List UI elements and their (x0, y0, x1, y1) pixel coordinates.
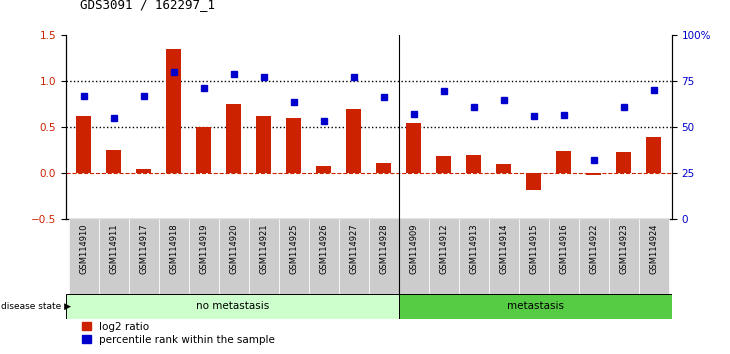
Bar (256, 116, 271, 173)
Text: GSM114911: GSM114911 (110, 223, 118, 274)
Bar (399, 294, 672, 319)
Bar (646, 137, 661, 173)
Bar (196, 127, 211, 173)
FancyBboxPatch shape (219, 219, 249, 297)
FancyBboxPatch shape (518, 219, 549, 297)
FancyBboxPatch shape (579, 219, 609, 297)
Text: GSM114912: GSM114912 (439, 223, 448, 274)
Text: GSM114913: GSM114913 (469, 223, 478, 274)
Bar (346, 109, 361, 173)
Text: GSM114915: GSM114915 (529, 223, 538, 274)
Text: no metastasis: no metastasis (196, 301, 269, 311)
FancyBboxPatch shape (458, 219, 488, 297)
Text: GDS3091 / 162297_1: GDS3091 / 162297_1 (80, 0, 215, 11)
Bar (406, 123, 421, 173)
Text: GSM114922: GSM114922 (589, 223, 598, 274)
Text: GSM114909: GSM114909 (409, 223, 418, 274)
Bar (286, 118, 301, 173)
FancyBboxPatch shape (249, 219, 279, 297)
Bar (496, 164, 511, 173)
Text: GSM114916: GSM114916 (559, 223, 568, 274)
FancyBboxPatch shape (279, 219, 309, 297)
Text: GSM114917: GSM114917 (139, 223, 148, 274)
FancyBboxPatch shape (128, 219, 158, 297)
Text: disease state ▶: disease state ▶ (1, 302, 71, 311)
Bar (436, 156, 451, 173)
FancyBboxPatch shape (339, 219, 369, 297)
Bar (526, 173, 541, 190)
Text: GSM114924: GSM114924 (649, 223, 658, 274)
Bar (226, 104, 241, 173)
Text: GSM114919: GSM114919 (199, 223, 208, 274)
FancyBboxPatch shape (188, 219, 219, 297)
FancyBboxPatch shape (609, 219, 639, 297)
FancyBboxPatch shape (488, 219, 518, 297)
Bar (137, 169, 151, 173)
Text: GSM114925: GSM114925 (289, 223, 298, 274)
Bar (316, 166, 331, 173)
FancyBboxPatch shape (639, 219, 669, 297)
Bar (466, 155, 481, 173)
Bar (556, 152, 571, 173)
Text: GSM114914: GSM114914 (499, 223, 508, 274)
FancyBboxPatch shape (99, 219, 128, 297)
Bar (106, 149, 121, 173)
FancyBboxPatch shape (549, 219, 579, 297)
Text: metastasis: metastasis (507, 301, 564, 311)
Text: GSM114910: GSM114910 (79, 223, 88, 274)
Bar (166, 49, 181, 173)
Bar (586, 173, 601, 175)
Legend: log2 ratio, percentile rank within the sample: log2 ratio, percentile rank within the s… (78, 317, 279, 349)
Text: GSM114928: GSM114928 (379, 223, 388, 274)
Text: GSM114927: GSM114927 (349, 223, 358, 274)
FancyBboxPatch shape (429, 219, 458, 297)
Text: GSM114923: GSM114923 (619, 223, 628, 274)
Text: GSM114921: GSM114921 (259, 223, 268, 274)
FancyBboxPatch shape (399, 219, 429, 297)
Bar (616, 152, 631, 173)
FancyBboxPatch shape (369, 219, 399, 297)
Text: GSM114920: GSM114920 (229, 223, 238, 274)
Text: GSM114918: GSM114918 (169, 223, 178, 274)
FancyBboxPatch shape (69, 219, 99, 297)
Text: GSM114926: GSM114926 (319, 223, 328, 274)
FancyBboxPatch shape (158, 219, 188, 297)
FancyBboxPatch shape (309, 219, 339, 297)
Bar (66, 294, 399, 319)
Bar (76, 116, 91, 173)
Bar (376, 163, 391, 173)
